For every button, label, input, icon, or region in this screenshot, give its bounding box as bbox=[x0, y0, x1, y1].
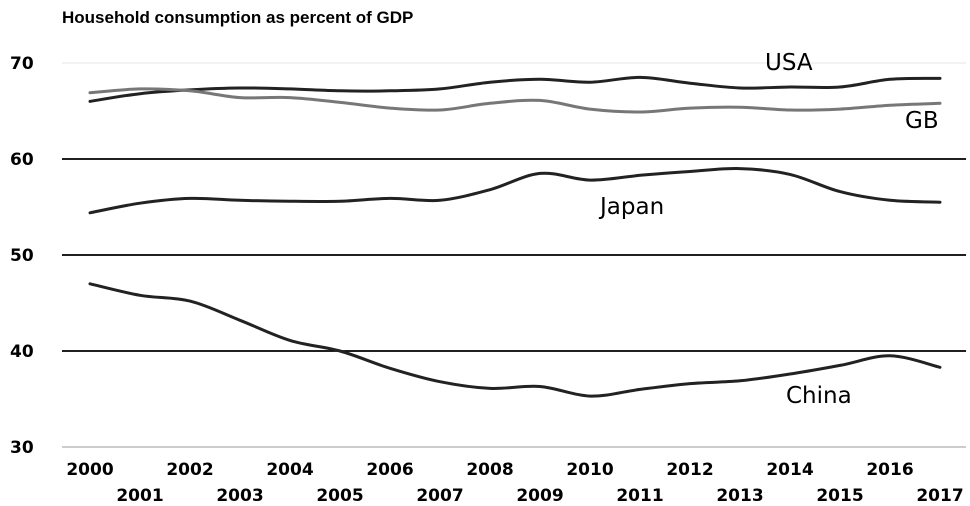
series-label-china: China bbox=[786, 383, 852, 409]
x-tick-label: 2005 bbox=[316, 486, 363, 506]
x-tick-label: 2011 bbox=[616, 486, 663, 506]
series-line-gb bbox=[88, 87, 942, 114]
x-tick-label: 2016 bbox=[866, 460, 913, 480]
series-label-japan: Japan bbox=[598, 194, 664, 220]
y-axis-ticks: 30 40 50 60 70 bbox=[10, 54, 34, 458]
x-tick-label: 2009 bbox=[516, 486, 563, 506]
series-label-usa: USA bbox=[765, 50, 813, 76]
y-tick-label: 40 bbox=[10, 342, 34, 362]
x-tick-label: 2001 bbox=[116, 486, 163, 506]
x-tick-label: 2017 bbox=[916, 486, 963, 506]
series-lines bbox=[88, 75, 942, 398]
x-tick-label: 2013 bbox=[716, 486, 763, 506]
x-tick-label: 2014 bbox=[766, 460, 813, 480]
series-line-usa bbox=[88, 75, 942, 103]
x-axis-ticks: 2000200120022003200420052006200720082009… bbox=[66, 460, 963, 506]
chart-title: Household consumption as percent of GDP bbox=[62, 8, 414, 27]
x-tick-label: 2010 bbox=[566, 460, 613, 480]
x-tick-label: 2002 bbox=[166, 460, 213, 480]
x-tick-label: 2007 bbox=[416, 486, 463, 506]
y-tick-label: 70 bbox=[10, 54, 34, 74]
x-tick-label: 2000 bbox=[66, 460, 113, 480]
y-tick-label: 50 bbox=[10, 246, 34, 266]
series-labels: USA GB Japan China bbox=[598, 50, 939, 409]
y-tick-label: 30 bbox=[10, 438, 34, 458]
x-tick-label: 2015 bbox=[816, 486, 863, 506]
y-tick-label: 60 bbox=[10, 150, 34, 170]
x-tick-label: 2012 bbox=[666, 460, 713, 480]
series-label-gb: GB bbox=[905, 108, 939, 134]
grid-lines bbox=[62, 62, 966, 448]
x-tick-label: 2004 bbox=[266, 460, 313, 480]
x-tick-label: 2003 bbox=[216, 486, 263, 506]
series-line-china bbox=[88, 282, 942, 398]
x-tick-label: 2008 bbox=[466, 460, 513, 480]
series-line-japan bbox=[88, 167, 942, 215]
x-tick-label: 2006 bbox=[366, 460, 413, 480]
